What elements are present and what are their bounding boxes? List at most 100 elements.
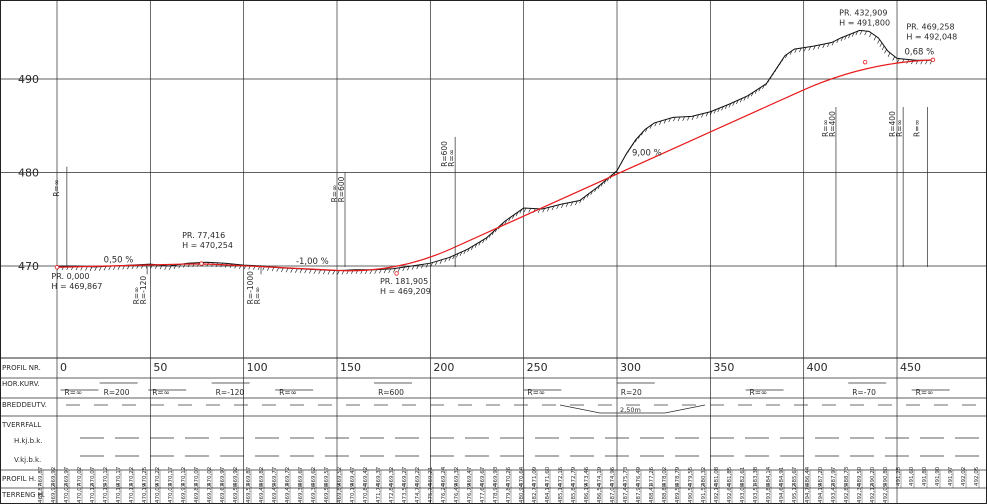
profile-height-value: 469,72: [285, 467, 291, 486]
terrain-hatch: [430, 262, 433, 267]
terrain-height-value: 469,38: [298, 483, 304, 503]
grade-point-marker: [394, 271, 399, 276]
terrain-hatch: [570, 201, 573, 207]
terrain-hatch: [736, 99, 739, 105]
curve-radius-label: R=600: [440, 141, 449, 167]
profile-height-value: 474,96: [610, 466, 616, 486]
table-row-label: V.kj.b.k.: [14, 456, 41, 464]
grade-point-marker: [930, 57, 936, 63]
profile-height-value: 477,26: [649, 466, 655, 486]
terrain-hatch: [374, 269, 377, 274]
station-label: PR. 432,909: [839, 8, 887, 17]
terrain-hatch: [892, 56, 895, 61]
profile-height-value: 472,79: [571, 466, 577, 486]
terrain-hatch: [765, 81, 768, 87]
terrain-hatch: [779, 60, 782, 66]
terrain-height-value: 477,64: [480, 483, 486, 503]
profile-height-value: 469,22: [415, 467, 421, 486]
horizontal-curve-label: R=∞: [750, 388, 768, 397]
terrain-height-value: 485,14: [558, 483, 564, 503]
profile-height-value: 470,25: [142, 466, 148, 486]
terrain-hatch: [848, 33, 851, 39]
horizontal-curve-label: R=∞: [279, 388, 297, 397]
elevation-tick-label: 490: [18, 73, 39, 86]
terrain-hatch: [411, 265, 415, 270]
terrain-hatch: [808, 46, 811, 51]
terrain-hatch: [855, 30, 859, 36]
terrain-hatch: [323, 269, 326, 275]
terrain-height-value: 469,87: [38, 483, 44, 503]
profile-height-value: 489,50: [857, 466, 863, 486]
profile-height-value: 470,64: [519, 466, 525, 486]
terrain-height-value: 482,74: [532, 483, 538, 503]
terrain-hatch: [844, 35, 847, 40]
terrain-height-value: 469,92: [51, 484, 57, 503]
terrain-hatch: [197, 262, 200, 267]
terrain-height-value: 469,53: [246, 483, 252, 503]
horizontal-curve-label: R=20: [621, 388, 642, 397]
vertical-curve-marks: R=∞R=∞R=-120 R=-1000R=∞R=∞R=600R=600R=∞R=…: [52, 106, 928, 304]
profile-height-value: 469,87: [38, 466, 44, 486]
terrain-height-value: 486,54: [597, 483, 603, 503]
horizontal-curve-label: R=∞: [64, 388, 82, 397]
terrain-height-value: 469,58: [324, 483, 330, 503]
station-height-label: H = 469,867: [51, 282, 102, 291]
terrain-hatch: [304, 269, 307, 274]
profile-height-value: 482,61: [740, 467, 746, 486]
profile-height-value: 474,19: [597, 466, 603, 486]
terrain-hatch: [169, 265, 172, 270]
curve-radius-label: R=∞: [895, 119, 904, 137]
terrain-hatch: [488, 233, 492, 238]
profile-height-value: 469,37: [376, 466, 382, 486]
terrain-height-value: 469,93: [181, 483, 187, 503]
table-row-label: PROFIL H.: [2, 475, 36, 483]
station-height-label: H = 491,800: [839, 18, 890, 27]
terrain-height-value: 469,58: [233, 483, 239, 503]
elevation-axis: 470 480 490: [18, 73, 39, 273]
terrain-hatch: [388, 268, 391, 274]
profile-height-value: 469,57: [324, 466, 330, 486]
terrain-hatch: [290, 268, 293, 273]
terrain-hatch: [600, 182, 604, 187]
terrain-hatch: [673, 117, 676, 122]
terrain-height-value: 474,74: [415, 483, 421, 503]
terrain-height-value: 491,52: [701, 484, 707, 503]
terrain-height-value: 493,88: [766, 483, 772, 503]
profile-height-value: 483,38: [753, 466, 759, 486]
curve-radius-label: R=600: [337, 176, 346, 202]
terrain-hatch: [89, 266, 93, 271]
terrain-height-value: 494,76: [805, 483, 811, 503]
terrain-hatch: [444, 258, 447, 263]
station-height-label: H = 492,048: [906, 32, 957, 41]
terrain-height-value: 495,12: [792, 484, 798, 503]
station-label: PR. 0,000: [51, 272, 89, 281]
terrain-hatch: [776, 64, 780, 69]
terrain-height-value: 493,08: [740, 483, 746, 503]
terrain-hatch: [659, 120, 662, 125]
terrain-height-value: 492,14: [714, 483, 720, 503]
profile-height-value: 469,67: [480, 466, 486, 486]
terrain-hatch: [803, 47, 807, 52]
terrain-hatch: [767, 78, 771, 83]
terrain-height-value: 489,58: [675, 483, 681, 503]
profile-height-value: 481,08: [714, 466, 720, 486]
terrain-hatch: [645, 127, 648, 132]
terrain-hatch: [851, 32, 855, 37]
terrain-hatch: [164, 265, 167, 270]
terrain-hatch: [379, 269, 382, 274]
terrain-hatch: [485, 236, 489, 241]
station-height-label: H = 470,254: [182, 241, 233, 250]
terrain-hatch: [717, 107, 720, 113]
grade-point-marker: [199, 261, 204, 266]
curve-radius-label: R=∞: [821, 119, 830, 137]
chainage-tick-label: 350: [713, 361, 734, 374]
terrain-hatch: [285, 268, 289, 273]
curve-radius-label: R=400: [828, 111, 837, 137]
profile-height-value: 469,82: [259, 467, 265, 486]
profile-height-value: 492,05: [974, 466, 980, 486]
terrain-height-value: 487,94: [636, 483, 642, 503]
terrain-hatch: [85, 266, 88, 271]
profile-height-value: 485,67: [792, 466, 798, 486]
terrain-hatch: [859, 30, 863, 35]
terrain-hatch: [822, 43, 825, 49]
